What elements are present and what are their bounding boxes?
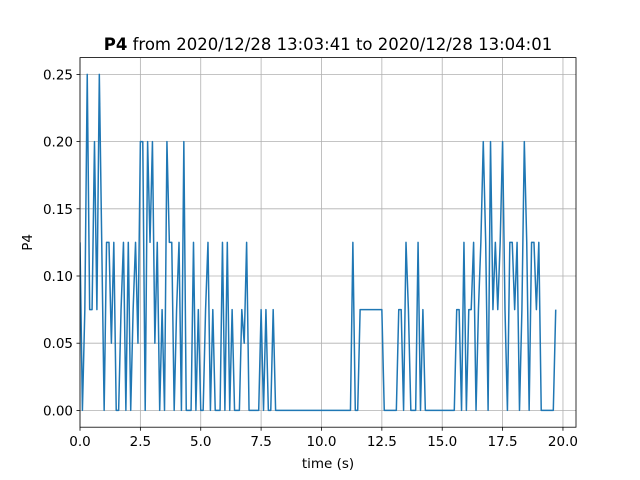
y-tick-label: 0.05: [43, 336, 73, 352]
y-axis-label: P4: [20, 234, 36, 251]
x-tick-label: 7.5: [250, 434, 271, 450]
x-tick-label: 12.5: [367, 434, 397, 450]
x-axis-label: time (s): [302, 456, 354, 472]
y-tick-label: 0.25: [43, 67, 73, 83]
x-tick-label: 20.0: [548, 434, 578, 450]
y-tick-label: 0.10: [43, 269, 73, 285]
x-tick-label: 0.0: [69, 434, 90, 450]
plot-frame: [79, 57, 577, 428]
x-tick-label: 5.0: [190, 434, 211, 450]
y-tick-label: 0.15: [43, 202, 73, 218]
x-tick-label: 17.5: [488, 434, 518, 450]
title-rest: from 2020/12/28 13:03:41 to 2020/12/28 1…: [133, 35, 553, 54]
y-tick-label: 0.00: [43, 403, 73, 419]
y-tick-label: 0.20: [43, 135, 73, 151]
x-tick-label: 15.0: [427, 434, 457, 450]
x-tick-label: 10.0: [306, 434, 336, 450]
x-tick-label: 2.5: [130, 434, 151, 450]
data-line: [80, 73, 557, 412]
chart-title: P4 from 2020/12/28 13:03:41 to 2020/12/2…: [104, 35, 552, 54]
title-bold: P4: [104, 35, 128, 54]
